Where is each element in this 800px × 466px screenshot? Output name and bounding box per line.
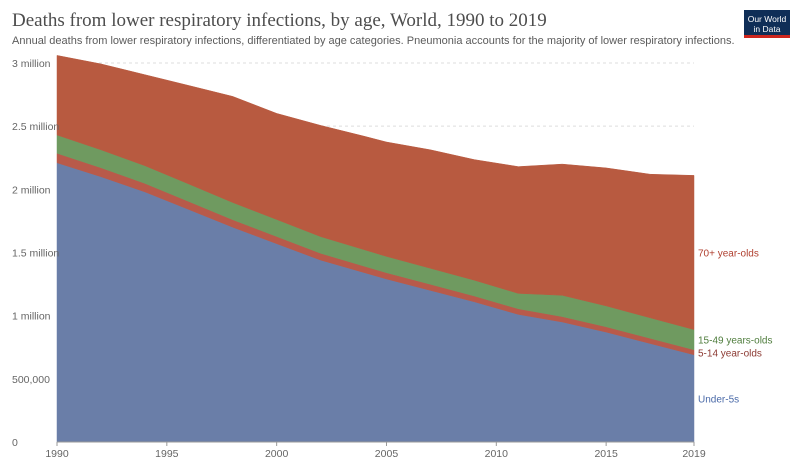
- y-tick-label: 1.5 million: [12, 248, 59, 260]
- x-tick-label: 2005: [375, 448, 399, 460]
- y-tick-label: 1 million: [12, 311, 51, 323]
- chart-title: Deaths from lower respiratory infections…: [12, 10, 547, 31]
- x-tick-label: 1995: [155, 448, 179, 460]
- series-label-70-year-olds: 70+ year-olds: [698, 249, 759, 260]
- x-tick-label: 2010: [485, 448, 509, 460]
- axes: 0 500,000 1 million 1.5 million 2 million 2.5…: [12, 58, 706, 460]
- logo-line-2: in Data: [753, 24, 781, 34]
- y-tick-label: 2 million: [12, 184, 51, 196]
- series-label-15-49-years-olds: 15-49 years-olds: [698, 335, 772, 346]
- logo-line-1: Our World: [747, 14, 787, 24]
- series-label-under-5s: Under-5s: [698, 394, 739, 405]
- y-tick-label: 500,000: [12, 374, 50, 386]
- y-tick-label: 3 million: [12, 58, 51, 70]
- series-areas: [56, 55, 695, 443]
- y-tick-label: 0: [12, 437, 18, 449]
- x-tick-label: 1990: [45, 448, 69, 460]
- x-tick-label: 2015: [594, 448, 618, 460]
- series-labels: Under-5s 5-14 year-olds 15-49 years-olds 70…: [698, 249, 772, 406]
- area-70-year-olds[interactable]: [56, 55, 695, 330]
- y-tick-label: 2.5 million: [12, 121, 59, 133]
- x-tick-label: 2000: [265, 448, 289, 460]
- x-tick-label: 2019: [682, 448, 706, 460]
- owid-logo[interactable]: Our World in Data: [744, 10, 790, 38]
- chart-subtitle: Annual deaths from lower respiratory inf…: [12, 35, 735, 47]
- series-label-5-14-year-olds: 5-14 year-olds: [698, 348, 762, 359]
